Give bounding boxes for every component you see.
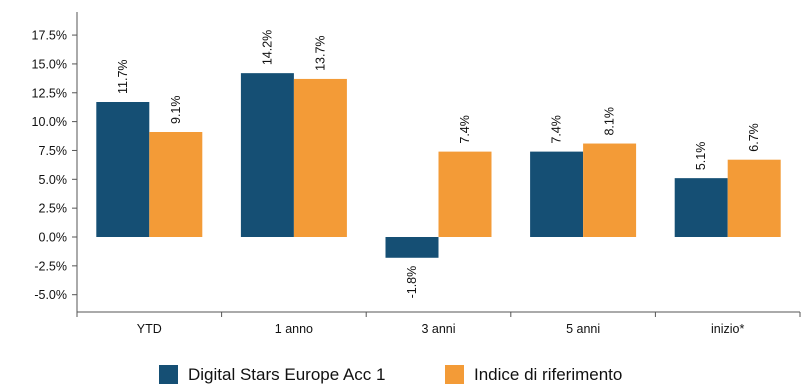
y-tick-label: -5.0% xyxy=(34,288,67,302)
data-label: 8.1% xyxy=(603,107,617,136)
data-label: 11.7% xyxy=(116,59,130,94)
bar xyxy=(149,132,203,237)
x-tick-label: 5 anni xyxy=(566,322,600,336)
bar xyxy=(727,159,781,237)
data-label: 14.2% xyxy=(260,30,274,65)
y-tick-label: 5.0% xyxy=(39,173,68,187)
data-label: 6.7% xyxy=(747,123,761,152)
x-tick-label: YTD xyxy=(137,322,162,336)
bar xyxy=(240,73,294,238)
legend-label: Indice di riferimento xyxy=(474,365,622,384)
bar xyxy=(674,178,728,237)
y-tick-label: 15.0% xyxy=(32,57,67,71)
bar xyxy=(293,78,347,237)
y-tick-label: 7.5% xyxy=(39,144,68,158)
y-tick-label: 10.0% xyxy=(32,115,67,129)
x-tick-label: 1 anno xyxy=(275,322,313,336)
x-tick-label: inizio* xyxy=(711,322,744,336)
legend-swatch xyxy=(445,365,464,384)
bar xyxy=(96,102,150,237)
data-label: 5.1% xyxy=(694,142,708,171)
y-tick-label: 2.5% xyxy=(39,202,68,216)
data-label: 9.1% xyxy=(169,96,183,125)
y-tick-label: 0.0% xyxy=(39,231,68,245)
bar xyxy=(438,151,492,237)
bar xyxy=(583,143,637,237)
legend-item-series-2: Indice di riferimento xyxy=(445,365,622,384)
data-label: -1.8% xyxy=(405,266,419,299)
bar xyxy=(385,237,439,258)
data-label: 7.4% xyxy=(458,115,472,144)
y-tick-label: 17.5% xyxy=(32,29,67,43)
data-label: 13.7% xyxy=(313,35,327,70)
legend-item-series-1: Digital Stars Europe Acc 1 xyxy=(159,365,385,384)
legend-label: Digital Stars Europe Acc 1 xyxy=(188,365,385,384)
legend-swatch xyxy=(159,365,178,384)
y-tick-label: -2.5% xyxy=(34,259,67,273)
data-label: 7.4% xyxy=(550,115,564,144)
x-tick-label: 3 anni xyxy=(421,322,455,336)
y-tick-label: 12.5% xyxy=(32,86,67,100)
bar xyxy=(530,151,584,237)
